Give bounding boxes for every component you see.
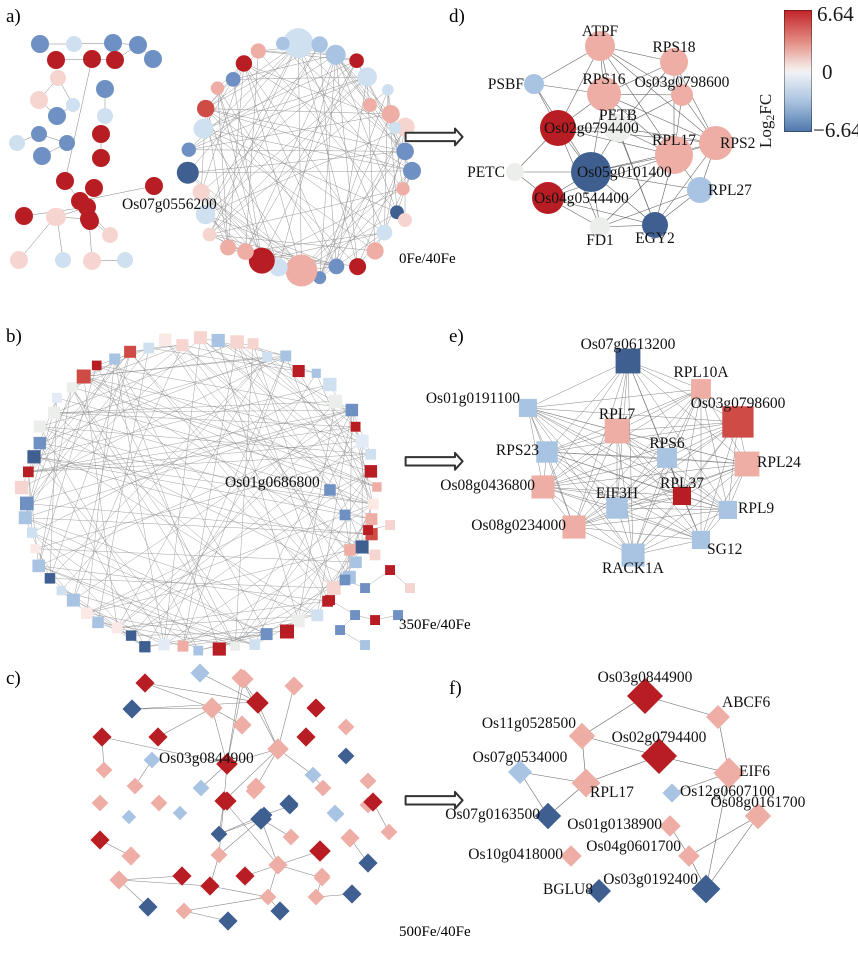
svg-text:SG12: SG12 [707,541,742,558]
svg-text:Os08g0436800: Os08g0436800 [440,477,535,494]
svg-text:RACK1A: RACK1A [602,560,665,577]
svg-text:RPL17: RPL17 [590,784,634,801]
svg-text:RPL37: RPL37 [660,475,704,492]
svg-text:RPL24: RPL24 [757,454,801,471]
svg-text:Os02g0794400: Os02g0794400 [612,729,707,746]
svg-text:RPS16: RPS16 [582,71,625,88]
svg-text:EGY2: EGY2 [635,230,675,247]
svg-text:FD1: FD1 [586,232,614,249]
svg-text:Os03g0844900: Os03g0844900 [598,669,693,686]
svg-text:RPL10A: RPL10A [673,364,729,381]
svg-text:Os01g0686800: Os01g0686800 [225,474,320,491]
svg-text:BGLU8: BGLU8 [543,881,593,898]
svg-text:Os07g0163500: Os07g0163500 [445,806,540,823]
svg-text:Os07g0556200: Os07g0556200 [122,196,217,213]
svg-text:Os01g0138900: Os01g0138900 [567,816,662,833]
svg-text:Os05g0101400: Os05g0101400 [577,164,672,181]
svg-text:Os07g0534000: Os07g0534000 [473,749,568,766]
svg-text:Os08g0161700: Os08g0161700 [711,794,806,811]
svg-text:RPS23: RPS23 [496,442,539,459]
svg-text:RPL27: RPL27 [708,182,752,199]
svg-text:RPS2: RPS2 [720,135,755,152]
svg-text:PETC: PETC [467,164,505,181]
svg-text:ABCF6: ABCF6 [722,694,770,711]
svg-text:EIF3H: EIF3H [596,485,638,502]
svg-text:EIF6: EIF6 [739,763,770,780]
svg-text:Os03g0798600: Os03g0798600 [635,74,730,91]
svg-text:Os04g0601700: Os04g0601700 [586,838,681,855]
svg-text:Os11g0528500: Os11g0528500 [482,715,576,732]
svg-text:RPL9: RPL9 [738,500,774,517]
svg-text:RPS18: RPS18 [652,39,695,56]
svg-text:Os01g0191100: Os01g0191100 [426,390,520,407]
svg-text:Os03g0192400: Os03g0192400 [603,871,698,888]
svg-text:Os10g0418000: Os10g0418000 [468,846,563,863]
svg-text:ATPF: ATPF [582,23,619,40]
svg-text:RPL17: RPL17 [652,132,696,149]
svg-text:Os03g0844900: Os03g0844900 [159,750,254,767]
svg-text:PETB: PETB [599,107,637,124]
svg-text:Os07g0613200: Os07g0613200 [581,336,676,353]
svg-text:Os08g0234000: Os08g0234000 [471,517,566,534]
svg-text:Os04g0544400: Os04g0544400 [534,190,629,207]
svg-text:Os03g0798600: Os03g0798600 [691,395,786,412]
svg-text:PSBF: PSBF [488,76,525,93]
svg-text:RPL7: RPL7 [599,406,635,423]
svg-text:RPS6: RPS6 [649,435,685,452]
